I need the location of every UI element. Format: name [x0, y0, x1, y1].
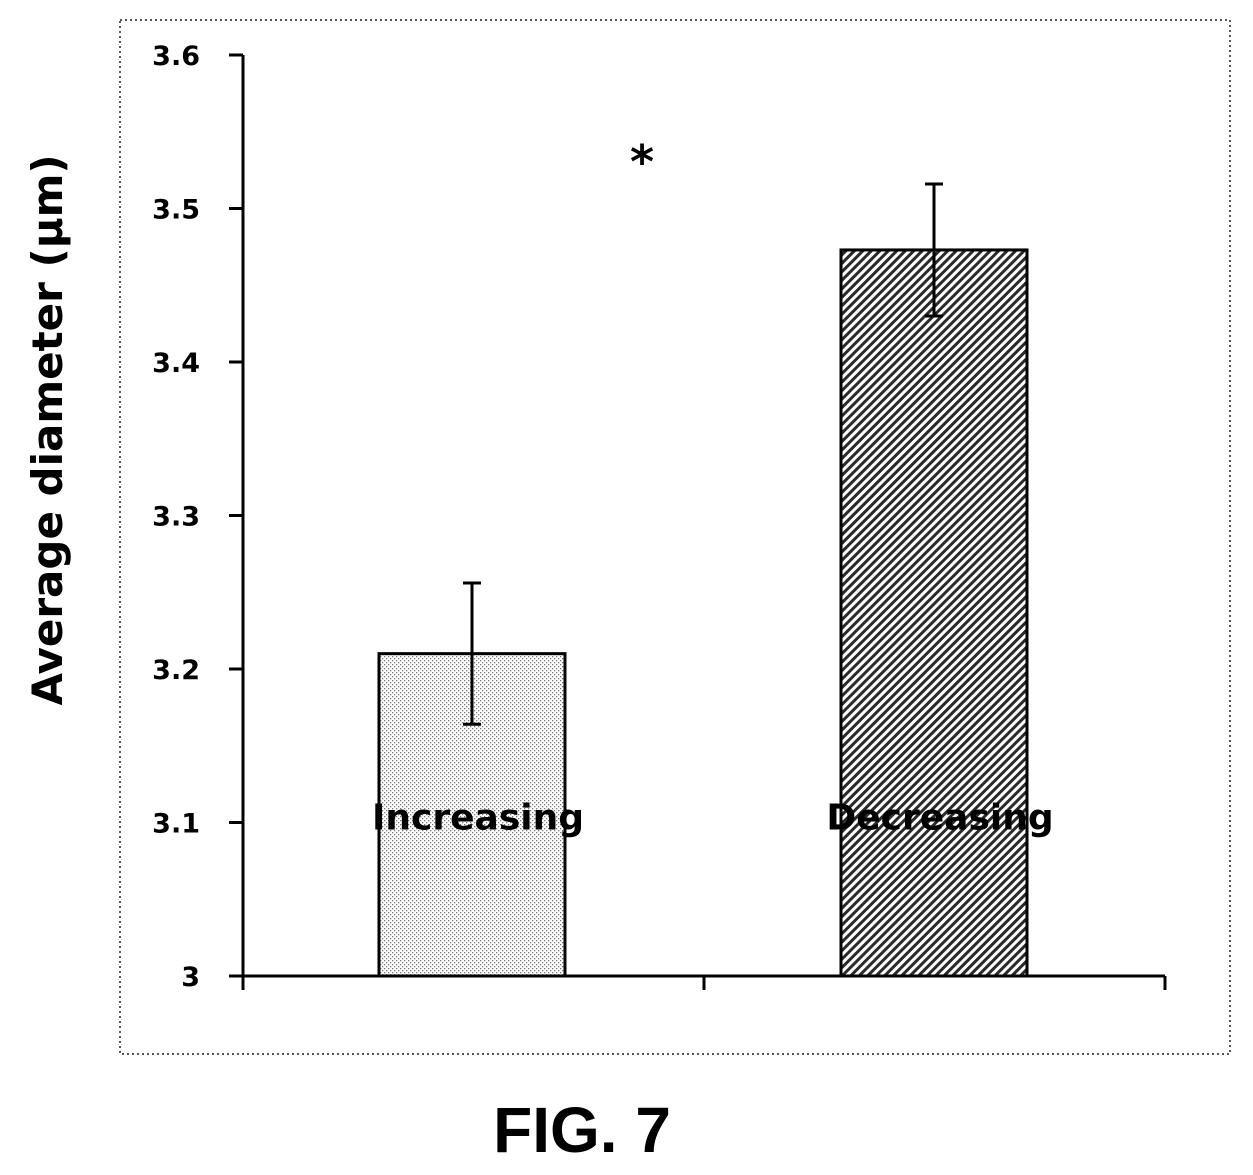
- significance-annotation: *: [630, 135, 654, 189]
- bar-label-decreasing: Decreasing: [826, 798, 1053, 839]
- figure-caption: FIG. 7: [493, 1094, 671, 1166]
- chart-frame: [119, 19, 1231, 1055]
- y-tick-label-3.5: 3.5: [152, 195, 200, 226]
- bar-label-increasing: Increasing: [372, 798, 584, 839]
- y-tick-label-3.4: 3.4: [152, 348, 200, 379]
- bar-decreasing: [839, 248, 1029, 978]
- y-axis-title: Average diameter (µm): [23, 154, 72, 705]
- plot-area: 3 3.1 3.2 3.3 3.4 3.5 3.6 Increasing Decreasing: [152, 41, 1167, 993]
- y-tick-label-3.6: 3.6: [152, 41, 200, 72]
- y-tick-label-3.1: 3.1: [152, 809, 200, 840]
- y-tick-label-3.3: 3.3: [152, 502, 200, 533]
- y-tick-label-3.2: 3.2: [152, 655, 200, 686]
- y-tick-label-3: 3: [181, 962, 200, 993]
